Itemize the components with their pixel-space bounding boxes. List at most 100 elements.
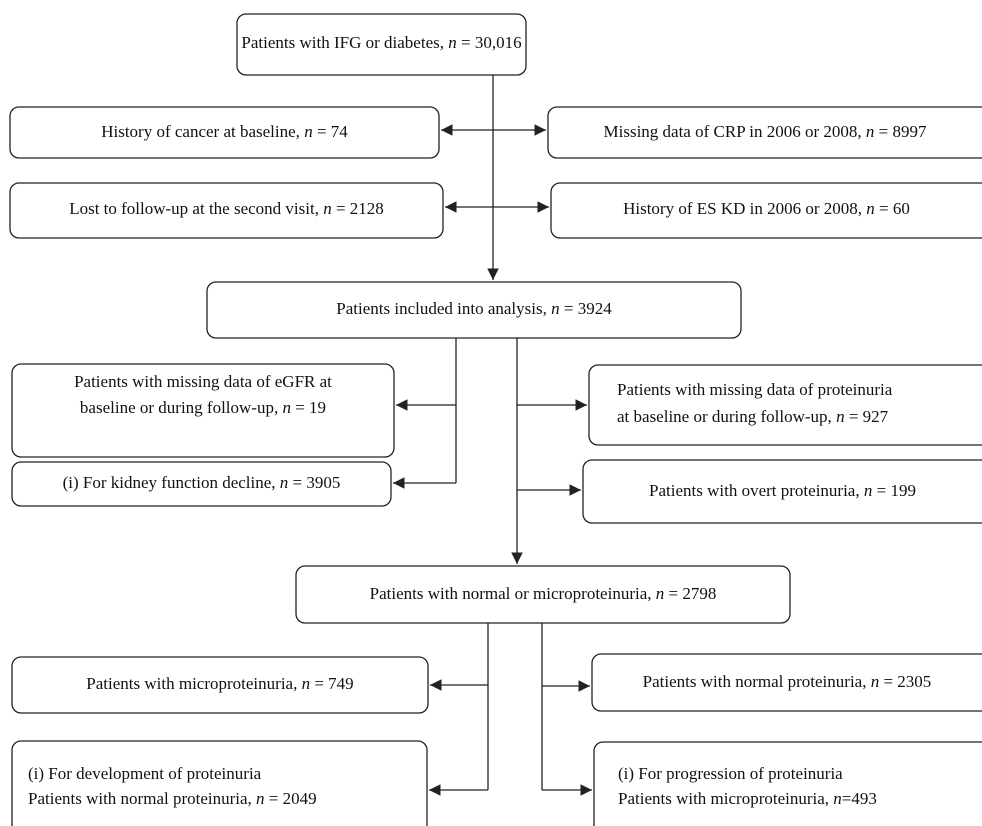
text-segment: (i) For kidney function decline, bbox=[63, 473, 280, 492]
box-text: Patients with missing data of proteinuri… bbox=[617, 380, 893, 399]
box bbox=[588, 364, 982, 446]
flow-box: Patients with microproteinuria, n = 749 bbox=[11, 656, 429, 714]
box-text: Patients with normal proteinuria, n = 23… bbox=[643, 672, 932, 691]
text-segment: n bbox=[833, 789, 842, 808]
text-segment: Patients with microproteinuria, bbox=[86, 674, 301, 693]
flow-box: History of cancer at baseline, n = 74 bbox=[9, 106, 440, 159]
text-segment: History of ES KD in 2006 or 2008, bbox=[623, 199, 866, 218]
text-segment: n bbox=[448, 33, 457, 52]
text-segment: Missing data of CRP in 2006 or 2008, bbox=[604, 122, 866, 141]
connectors bbox=[393, 75, 592, 796]
flow-box: Patients with IFG or diabetes, n = 30,01… bbox=[236, 13, 527, 76]
flow-box: Patients with normal or microproteinuria… bbox=[295, 565, 791, 624]
box-text: Patients with IFG or diabetes, n = 30,01… bbox=[241, 33, 521, 52]
text-segment: n bbox=[871, 672, 880, 691]
text-segment: = 60 bbox=[875, 199, 910, 218]
text-segment: Patients with normal or microproteinuria… bbox=[370, 584, 656, 603]
box-text: (i) For kidney function decline, n = 390… bbox=[63, 473, 341, 492]
box bbox=[11, 656, 429, 714]
box-text: Patients with microproteinuria, n=493 bbox=[618, 789, 877, 808]
text-segment: = 19 bbox=[291, 398, 326, 417]
text-segment: = 2798 bbox=[664, 584, 716, 603]
text-segment: Lost to follow-up at the second visit, bbox=[69, 199, 323, 218]
flow-box: (i) For kidney function decline, n = 390… bbox=[11, 461, 392, 507]
flow-box: Missing data of CRP in 2006 or 2008, n =… bbox=[547, 106, 982, 159]
text-segment: = 3924 bbox=[560, 299, 613, 318]
text-segment: n bbox=[866, 199, 875, 218]
text-segment: Patients with overt proteinuria, bbox=[649, 481, 864, 500]
text-segment: n bbox=[656, 584, 665, 603]
text-segment: = 74 bbox=[313, 122, 349, 141]
text-segment: n bbox=[866, 122, 875, 141]
box-text: Patients included into analysis, n = 392… bbox=[336, 299, 612, 318]
text-segment: n bbox=[280, 473, 289, 492]
box bbox=[9, 182, 444, 239]
flow-box: (i) For progression of proteinuria Patien… bbox=[593, 741, 982, 826]
box bbox=[582, 459, 982, 524]
box bbox=[236, 13, 527, 76]
box bbox=[206, 281, 742, 339]
box bbox=[11, 461, 392, 507]
text-segment: = 30,016 bbox=[457, 33, 522, 52]
flow-box: Patients with normal proteinuria, n = 23… bbox=[591, 653, 982, 712]
text-segment: History of cancer at baseline, bbox=[101, 122, 304, 141]
box-text: (i) For development of proteinuria bbox=[28, 764, 262, 783]
text-segment: n bbox=[551, 299, 560, 318]
text-segment: n bbox=[836, 407, 845, 426]
text-segment: (i) For progression of proteinuria bbox=[618, 764, 843, 783]
box bbox=[11, 363, 395, 458]
box-text: Lost to follow-up at the second visit, n… bbox=[69, 199, 384, 218]
text-segment: = 199 bbox=[872, 481, 916, 500]
text-segment: = 2128 bbox=[332, 199, 384, 218]
box-text: Patients with missing data of eGFR at bbox=[74, 372, 332, 391]
text-segment: n bbox=[323, 199, 332, 218]
text-segment: = 749 bbox=[310, 674, 354, 693]
flow-box: Patients included into analysis, n = 392… bbox=[206, 281, 742, 339]
box-text: Patients with normal or microproteinuria… bbox=[370, 584, 717, 603]
box-text: History of ES KD in 2006 or 2008, n = 60 bbox=[623, 199, 910, 218]
box-text: Patients with overt proteinuria, n = 199 bbox=[649, 481, 916, 500]
flow-box: History of ES KD in 2006 or 2008, n = 60 bbox=[550, 182, 982, 239]
box-text: Patients with microproteinuria, n = 749 bbox=[86, 674, 353, 693]
text-segment: at baseline or during follow-up, bbox=[617, 407, 836, 426]
text-segment: = 2049 bbox=[265, 789, 317, 808]
text-segment: n bbox=[256, 789, 265, 808]
text-segment: Patients included into analysis, bbox=[336, 299, 551, 318]
box-text: Patients with normal proteinuria, n = 20… bbox=[28, 789, 317, 808]
box bbox=[591, 653, 982, 712]
box bbox=[547, 106, 982, 159]
text-segment: Patients with IFG or diabetes, bbox=[241, 33, 448, 52]
box bbox=[9, 106, 440, 159]
text-segment: Patients with missing data of proteinuri… bbox=[617, 380, 893, 399]
text-segment: Patients with microproteinuria, bbox=[618, 789, 833, 808]
text-segment: n bbox=[304, 122, 313, 141]
flow-box: Lost to follow-up at the second visit, n… bbox=[9, 182, 444, 239]
box-text: (i) For progression of proteinuria bbox=[618, 764, 843, 783]
box-text: at baseline or during follow-up, n = 927 bbox=[617, 407, 889, 426]
flow-box: Patients with overt proteinuria, n = 199 bbox=[582, 459, 982, 524]
text-segment: Patients with missing data of eGFR at bbox=[74, 372, 332, 391]
text-segment: = 3905 bbox=[288, 473, 340, 492]
text-segment: (i) For development of proteinuria bbox=[28, 764, 262, 783]
text-segment: = 927 bbox=[845, 407, 889, 426]
box-text: baseline or during follow-up, n = 19 bbox=[80, 398, 326, 417]
text-segment: =493 bbox=[842, 789, 877, 808]
box-text: Missing data of CRP in 2006 or 2008, n =… bbox=[604, 122, 927, 141]
flow-box: Patients with missing data of eGFR at bas… bbox=[11, 363, 395, 458]
text-segment: baseline or during follow-up, bbox=[80, 398, 283, 417]
text-segment: n bbox=[864, 481, 873, 500]
text-segment: Patients with normal proteinuria, bbox=[643, 672, 871, 691]
text-segment: Patients with normal proteinuria, bbox=[28, 789, 256, 808]
box bbox=[550, 182, 982, 239]
text-segment: = 2305 bbox=[879, 672, 931, 691]
text-segment: n bbox=[302, 674, 311, 693]
box bbox=[593, 741, 982, 826]
flow-box: Patients with missing data of proteinuri… bbox=[588, 364, 982, 446]
box bbox=[11, 740, 428, 826]
text-segment: = 8997 bbox=[874, 122, 927, 141]
text-segment: n bbox=[282, 398, 291, 417]
flow-box: (i) For development of proteinuria Patien… bbox=[11, 740, 428, 826]
box bbox=[295, 565, 791, 624]
